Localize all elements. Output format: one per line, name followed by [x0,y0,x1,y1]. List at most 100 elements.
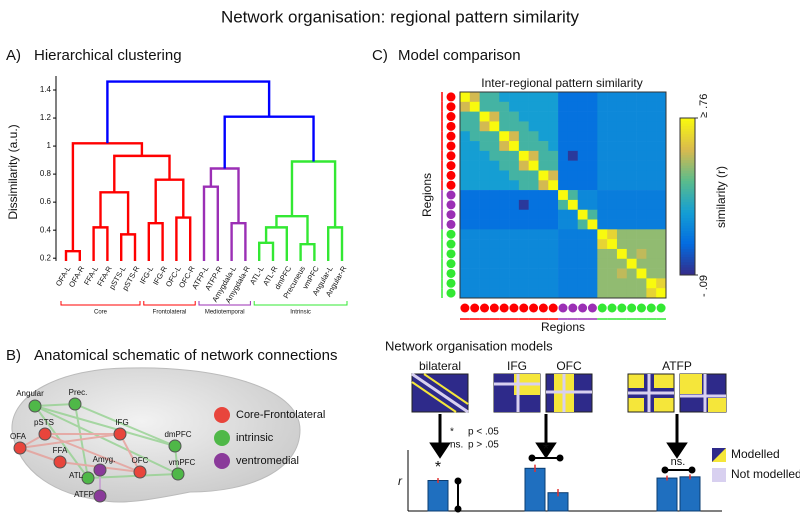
heatmap-cell [469,248,480,260]
colorbar-step [680,233,695,237]
heatmap-cell [548,121,559,132]
heatmap-cell [607,239,618,250]
heatmap-cell [646,219,657,230]
legend-swatch [712,468,726,482]
heatmap-cell [528,141,539,152]
heatmap-cell [499,258,510,269]
region-dot [460,303,470,313]
heatmap-cell [646,199,657,211]
heatmap-cell [597,199,608,211]
colorbar-step [680,240,695,244]
region-dot [446,141,456,151]
heatmap-cell [538,239,549,250]
heatmap-cell [509,248,520,260]
annotation: ns. [671,456,686,468]
heatmap-cell [460,131,471,142]
region-dot [446,112,456,122]
heatmap-cell [587,258,598,269]
region-dot [480,303,490,313]
bar [679,476,701,512]
heatmap-cell [489,209,500,220]
node [28,399,42,413]
heatmap-cell [577,209,588,220]
colorbar-step [680,204,695,208]
bar [656,477,678,512]
heatmap-cell [646,101,657,112]
heatmap-cell [616,101,628,112]
heatmap-cell [646,190,657,201]
heatmap-cell [509,268,520,279]
heatmap-cell [626,131,637,142]
link [230,221,247,261]
legend-swatch [712,448,726,462]
heatmap-cell [587,268,598,279]
colorbar-step [680,227,695,231]
heatmap-cell [626,288,637,299]
colorbar-step [680,261,695,265]
colorbar-step [680,123,695,127]
heatmap-cell [567,219,579,230]
colorbar-step [680,138,695,142]
heatmap-cell [616,219,628,230]
heatmap-cell [548,141,559,152]
heatmap-cell [460,92,471,103]
heatmap-cell [548,219,559,230]
heatmap-cell [646,131,657,142]
heatmap-cell [499,160,510,171]
link [113,154,171,193]
heatmap-cell [518,209,529,220]
heatmap-cell [567,101,579,112]
heatmap-cell [558,170,569,181]
heatmap-cell [616,209,628,220]
heatmap-cell [499,150,510,161]
heatmap-cell [479,111,490,122]
heatmap-cell [607,150,618,161]
heatmap-cell [567,199,579,211]
colorbar-step [680,118,695,122]
link [175,216,192,261]
heatmap-cell [538,229,549,240]
heatmap-cell [587,219,598,230]
heatmap-cell [616,121,628,132]
heatmap-cell [528,199,539,211]
heatmap-cell [538,160,549,171]
colorbar-step [680,162,695,166]
heatmap-cell [528,209,539,220]
heatmap-cell [607,268,618,279]
heatmap-cell [597,170,608,181]
heatmap-cell [509,288,520,299]
heatmap-cell [509,219,520,230]
heatmap-cell [567,190,579,201]
heatmap-cell [518,160,529,171]
y-tick-label: 0.6 [40,197,52,206]
colorbar-step [680,225,695,229]
heatmap-cell [607,131,618,142]
heatmap-cell [607,258,618,269]
heatmap-cell [538,180,549,191]
heatmap-cell [548,92,559,103]
heatmap-cell [636,180,647,191]
heatmap-cell [518,278,529,289]
heatmap-cell [646,160,657,171]
colorbar-step [680,220,695,224]
dendrogram: 0.20.40.60.811.21.4OFA-LOFA-RFFA-LFFA-Rp… [40,76,349,316]
heatmap-cell [626,268,637,279]
heatmap-cell [499,111,510,122]
legend: Core-Frontolateral intrinsic ventromedial [214,407,325,469]
heatmap-cell [646,209,657,220]
heatmap-cell [518,150,529,161]
heatmap-cell [636,111,647,122]
heatmap-cell [646,258,657,269]
heatmap-cell [607,92,618,103]
region-dot [568,303,578,313]
heatmap-cell [460,229,471,240]
heatmap-cell [656,92,667,103]
connections [19,403,179,496]
model-icons: bilateral IFG OFC ATFP Modelled Not mode… [411,359,800,482]
heatmap-cell [656,199,667,211]
node-label: OFC [132,456,149,465]
heatmap-cell [558,229,569,240]
legend-label: intrinsic [236,432,274,444]
heatmap-cell [607,229,618,240]
heatmap-cell [656,170,667,181]
